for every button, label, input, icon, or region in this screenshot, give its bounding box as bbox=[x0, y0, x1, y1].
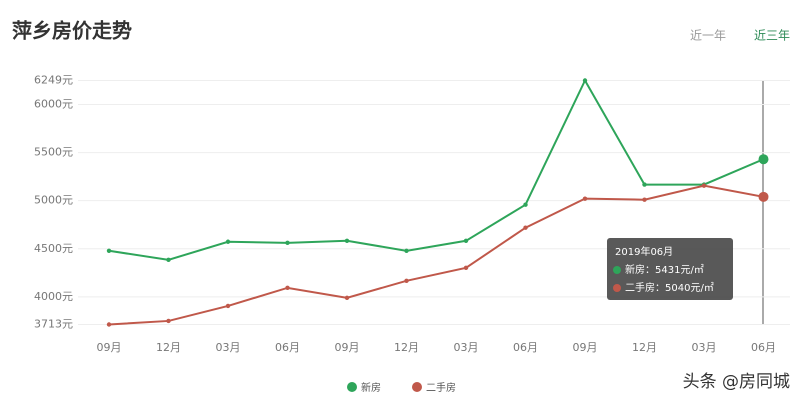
point bbox=[758, 154, 769, 165]
x-tick-label: 12月 bbox=[156, 341, 181, 354]
x-tick-label: 06月 bbox=[513, 341, 538, 354]
point bbox=[701, 183, 707, 188]
legend-label: 新房 bbox=[361, 381, 381, 394]
tab-active[interactable]: 近三年 bbox=[754, 29, 790, 43]
point bbox=[225, 303, 231, 309]
point bbox=[642, 197, 647, 202]
point bbox=[404, 278, 409, 284]
legend-label: 二手房 bbox=[426, 381, 456, 394]
point bbox=[344, 238, 350, 243]
tooltip-item: 新房：5431元/㎡ bbox=[625, 263, 704, 276]
series-line bbox=[108, 184, 764, 326]
point bbox=[106, 322, 112, 327]
y-tick-label: 6249元 bbox=[34, 74, 73, 87]
y-tick-label: 3713元 bbox=[34, 318, 73, 331]
y-tick-label: 4500元 bbox=[34, 242, 73, 255]
legend-marker bbox=[347, 382, 357, 392]
x-tick-label: 09月 bbox=[97, 341, 122, 354]
x-tick-label: 06月 bbox=[751, 341, 776, 354]
tooltip-marker bbox=[613, 266, 621, 274]
tab[interactable]: 近一年 bbox=[690, 29, 726, 43]
tooltip-title: 2019年06月 bbox=[615, 245, 673, 258]
x-tick-label: 12月 bbox=[394, 341, 419, 354]
point bbox=[642, 182, 647, 187]
tooltip-item: 二手房：5040元/㎡ bbox=[625, 281, 714, 294]
point bbox=[225, 239, 231, 244]
series-line bbox=[108, 78, 764, 261]
point bbox=[758, 191, 769, 202]
legend-marker bbox=[412, 382, 422, 392]
x-tick-label: 09月 bbox=[335, 341, 360, 354]
point bbox=[285, 285, 290, 291]
chart-title: 萍乡房价走势 bbox=[12, 19, 132, 43]
watermark: 头条 @房同城 bbox=[683, 372, 790, 392]
point bbox=[404, 248, 409, 253]
x-tick-label: 09月 bbox=[573, 341, 598, 354]
y-tick-label: 5000元 bbox=[34, 194, 73, 207]
x-tick-label: 03月 bbox=[216, 341, 241, 354]
point bbox=[582, 196, 588, 201]
point bbox=[463, 265, 469, 271]
point bbox=[344, 295, 350, 301]
point bbox=[582, 78, 588, 83]
point bbox=[166, 257, 171, 263]
point bbox=[463, 238, 469, 243]
tooltip-box bbox=[607, 238, 733, 300]
x-tick-label: 06月 bbox=[275, 341, 300, 354]
point bbox=[106, 248, 112, 253]
point bbox=[166, 318, 171, 324]
point bbox=[523, 225, 528, 230]
y-tick-label: 6000元 bbox=[34, 97, 73, 110]
x-tick-label: 03月 bbox=[454, 341, 479, 354]
x-tick-label: 12月 bbox=[632, 341, 657, 354]
point bbox=[285, 240, 290, 246]
x-tick-label: 03月 bbox=[692, 341, 717, 354]
tooltip-marker bbox=[613, 284, 621, 292]
y-tick-label: 4000元 bbox=[34, 290, 73, 303]
point bbox=[523, 202, 528, 207]
y-tick-label: 5500元 bbox=[34, 146, 73, 159]
